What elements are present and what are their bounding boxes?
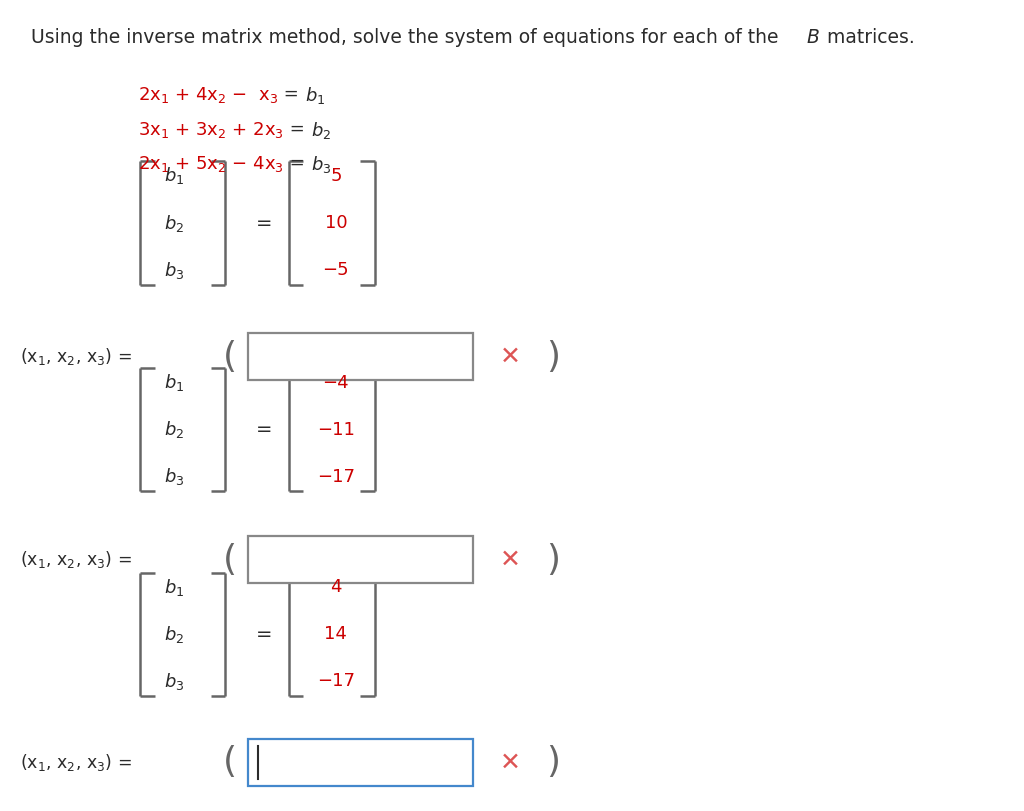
Text: b$_3$: b$_3$ [164,260,184,281]
Text: −11: −11 [317,421,354,439]
Text: 14: 14 [325,625,347,643]
Text: =: = [284,120,310,138]
Text: (x$_1$, x$_2$, x$_3$) =: (x$_1$, x$_2$, x$_3$) = [20,346,132,367]
Text: 4: 4 [330,578,342,596]
Text: =: = [256,213,272,233]
Text: b$_3$: b$_3$ [164,671,184,692]
Text: Using the inverse matrix method, solve the system of equations for each of the: Using the inverse matrix method, solve t… [31,28,784,47]
Text: b$_2$: b$_2$ [310,120,331,141]
Text: b$_3$: b$_3$ [310,154,331,175]
Text: (x$_1$, x$_2$, x$_3$) =: (x$_1$, x$_2$, x$_3$) = [20,549,132,570]
Bar [248,739,473,786]
Text: b$_1$: b$_1$ [164,165,184,187]
Text: −4: −4 [323,374,349,392]
Text: 10: 10 [325,214,347,232]
Text: (: ( [223,745,238,779]
Text: b$_1$: b$_1$ [164,577,184,598]
Text: ✕: ✕ [500,345,520,369]
Text: 3x$_1$ + 3x$_2$ + 2x$_3$: 3x$_1$ + 3x$_2$ + 2x$_3$ [138,120,284,140]
Text: 5: 5 [330,167,342,185]
Text: −17: −17 [316,468,355,486]
Text: ✕: ✕ [500,547,520,572]
Text: ): ) [546,340,560,374]
Text: −17: −17 [316,672,355,690]
Bar [248,333,473,380]
Text: =: = [256,420,272,440]
Text: b$_2$: b$_2$ [164,624,184,645]
Text: (: ( [223,340,238,374]
Text: b$_1$: b$_1$ [305,85,326,106]
Text: ): ) [546,543,560,577]
Text: =: = [284,154,310,172]
Text: =: = [279,85,305,103]
Text: ): ) [546,745,560,779]
Text: (x$_1$, x$_2$, x$_3$) =: (x$_1$, x$_2$, x$_3$) = [20,752,132,773]
Text: 2x$_1$ + 5x$_2$ − 4x$_3$: 2x$_1$ + 5x$_2$ − 4x$_3$ [138,154,284,174]
Text: b$_2$: b$_2$ [164,212,184,234]
Text: 2x$_1$ + 4x$_2$ −  x$_3$: 2x$_1$ + 4x$_2$ − x$_3$ [138,85,279,105]
Text: ✕: ✕ [500,750,520,775]
Bar [248,536,473,583]
Text: =: = [256,624,272,644]
Text: −5: −5 [323,261,349,279]
Text: b$_3$: b$_3$ [164,466,184,487]
Text: b$_2$: b$_2$ [164,419,184,440]
Text: B: B [807,28,820,47]
Text: b$_1$: b$_1$ [164,372,184,393]
Text: matrices.: matrices. [821,28,915,47]
Text: (: ( [223,543,238,577]
